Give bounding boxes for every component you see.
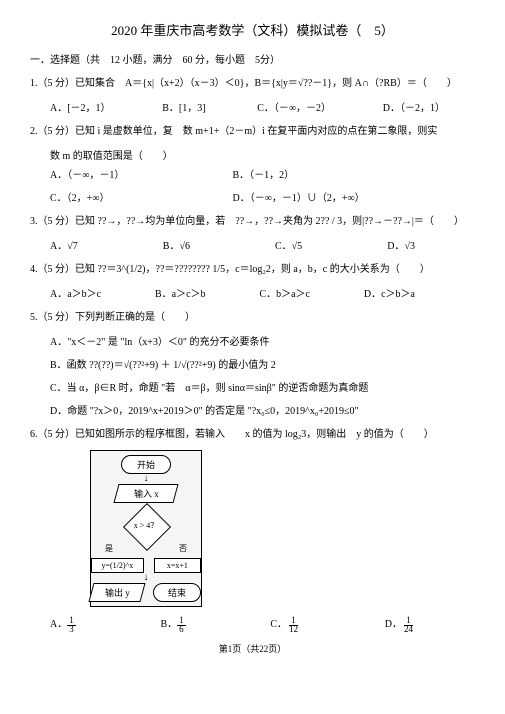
flow-proc1: y=(1/2)^x (91, 558, 144, 573)
q5-opt-a: A．"x＜－2" 是 "ln（x+3）＜0" 的充分不必要条件 (30, 333, 475, 352)
yes-label: 是 (105, 543, 113, 554)
flow-end: 结束 (153, 583, 201, 602)
q6-opt-a: A．13 (50, 615, 76, 634)
q5-opt-c: C．当 α，β∈R 时，命题 "若 α＝β，则 sinα＝sinβ" 的逆否命题… (30, 379, 475, 398)
q4-stem: 4.（5 分）已知 ??＝3^(1/2)，??＝???????? 1/5，c＝l… (30, 260, 475, 279)
q6-opt-c: C．112 (270, 615, 300, 634)
q3-options: A．√7 B．√6 C．√5 D．√3 (30, 237, 475, 252)
q2-opt-a: A．（－∞，－1） (50, 166, 233, 181)
q4-opt-c: C．b＞a＞c (259, 285, 310, 300)
flow-output-label: 输出 y (105, 586, 130, 599)
q3-opt-d: D．√3 (387, 237, 415, 252)
no-label: 否 (179, 543, 187, 554)
q3-stem: 3.（5 分）已知 ??→，??→均为单位向量，若 ??→，??→夹角为 2??… (30, 212, 475, 231)
q1-opt-b: B．[1，3] (162, 99, 205, 114)
q6-b-den: 6 (177, 624, 186, 634)
q2-stem2: 数 m 的取值范围是（ ） (30, 147, 475, 166)
q1-opt-d: D．（－2，1） (383, 99, 445, 114)
q6-options: A．13 B．16 C．112 D．124 (30, 615, 475, 634)
q4-opt-d: D．c＞b＞a (364, 285, 415, 300)
q6-opt-d: D．124 (385, 615, 415, 634)
q5-opt-d: D．命题 "?x＞0，2019^x+2019＞0" 的否定是 "?x₀≤0，20… (30, 402, 475, 421)
flow-proc2: x=x+1 (154, 558, 201, 573)
q2-opt-b: B．（－1，2） (233, 166, 416, 181)
q5-opt-b: B．函数 ??(??)＝√(??²+9) ＋ 1/√(??²+9) 的最小值为 … (30, 356, 475, 375)
q6-a-den: 3 (67, 624, 76, 634)
q2-opt-d: D．（－∞，－1）∪（2，+∞） (233, 189, 416, 204)
q6-d-den: 24 (402, 624, 415, 634)
page-footer: 第1页（共22页） (30, 642, 475, 655)
q4-opt-a: A．a＞b＞c (50, 285, 101, 300)
flow-input-label: 输入 x (134, 487, 159, 500)
flow-cond-label: x > 4？ (134, 521, 159, 530)
q6-c-den: 12 (287, 624, 300, 634)
exam-title: 2020 年重庆市高考数学（文科）模拟试卷（ 5） (30, 20, 475, 39)
q4-opt-b: B．a＞c＞b (155, 285, 206, 300)
q3-opt-a: A．√7 (50, 237, 78, 252)
q6-stem: 6.（5 分）已知如图所示的程序框图，若输入 x 的值为 log₂3，则输出 y… (30, 425, 475, 444)
flow-start: 开始 (121, 455, 171, 474)
flow-input: 输入 x (113, 484, 178, 503)
q1-options: A．[－2，1） B．[1，3] C．（－∞，－2） D．（－2，1） (30, 99, 475, 114)
q3-opt-b: B．√6 (163, 237, 190, 252)
flow-output: 输出 y (88, 583, 145, 602)
q2-options-row2: C．（2，+∞） D．（－∞，－1）∪（2，+∞） (30, 189, 475, 204)
flow-condition: x > 4？ (125, 515, 167, 537)
q4-options: A．a＞b＞c B．a＞c＞b C．b＞a＞c D．c＞b＞a (30, 285, 475, 300)
arrow-icon: ↓ (91, 476, 201, 482)
q2-opt-c: C．（2，+∞） (50, 189, 233, 204)
q1-opt-a: A．[－2，1） (50, 99, 111, 114)
q2-stem: 2.（5 分）已知 i 是虚数单位，复 数 m+1+（2－m）i 在复平面内对应… (30, 122, 475, 141)
section-header: 一．选择题（共 12 小题，满分 60 分，每小题 5分） (30, 51, 475, 66)
q6-opt-b: B．16 (160, 615, 185, 634)
q1-stem: 1.（5 分）已知集合 A＝{x|（x+2）（x－3）＜0}，B＝{x|y＝√?… (30, 74, 475, 93)
flowchart-diagram: 开始 ↓ 输入 x ↓ x > 4？ 是 否 y=(1/2)^x x=x+1 ↓… (90, 450, 202, 607)
q5-stem: 5.（5 分）下列判断正确的是（ ） (30, 308, 475, 327)
q3-opt-c: C．√5 (275, 237, 302, 252)
q1-opt-c: C．（－∞，－2） (257, 99, 331, 114)
q2-options-row1: A．（－∞，－1） B．（－1，2） (30, 166, 475, 181)
